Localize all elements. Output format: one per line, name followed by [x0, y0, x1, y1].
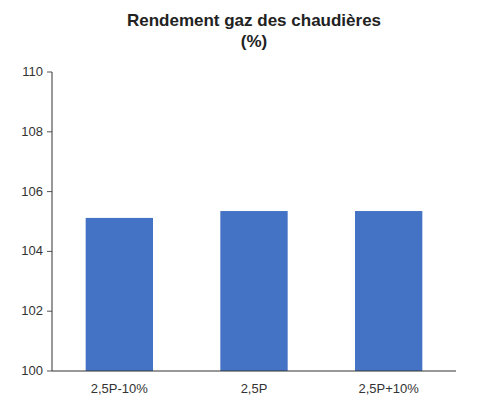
title-line: (%): [241, 32, 267, 51]
x-tick-label: 2,5P+10%: [358, 381, 419, 396]
y-tick-label: 110: [22, 64, 43, 79]
x-axis-line: [52, 371, 456, 372]
y-tick: [47, 311, 52, 312]
bar: [86, 218, 153, 371]
chart-container: Rendement gaz des chaudières (%) 100 102 104…: [0, 0, 480, 413]
chart-svg: Rendement gaz des chaudières (%) 100 102 104…: [0, 0, 480, 413]
y-tick: [47, 191, 52, 192]
y-tick-label: 106: [21, 184, 43, 199]
x-axis: 2,5P-10% 2,5P 2,5P+10%: [91, 381, 419, 396]
x-tick-label: 2,5P: [241, 381, 268, 396]
y-tick: [47, 72, 52, 73]
bars: [86, 211, 423, 371]
y-tick-label: 104: [21, 243, 43, 258]
y-tick-label: 108: [21, 124, 43, 139]
bar: [220, 211, 287, 371]
y-axis-line: [52, 72, 53, 371]
y-tick: [47, 371, 52, 372]
y-axis: 100 102 104 106 108 110: [21, 64, 52, 378]
title-line: Rendement gaz des chaudières: [127, 11, 381, 30]
bar: [355, 211, 422, 371]
x-tick-label: 2,5P-10%: [91, 381, 149, 396]
y-tick: [47, 251, 52, 252]
y-tick-label: 100: [21, 363, 43, 378]
y-tick: [47, 131, 52, 132]
y-tick-label: 102: [21, 303, 43, 318]
title: Rendement gaz des chaudières (%): [127, 11, 381, 51]
